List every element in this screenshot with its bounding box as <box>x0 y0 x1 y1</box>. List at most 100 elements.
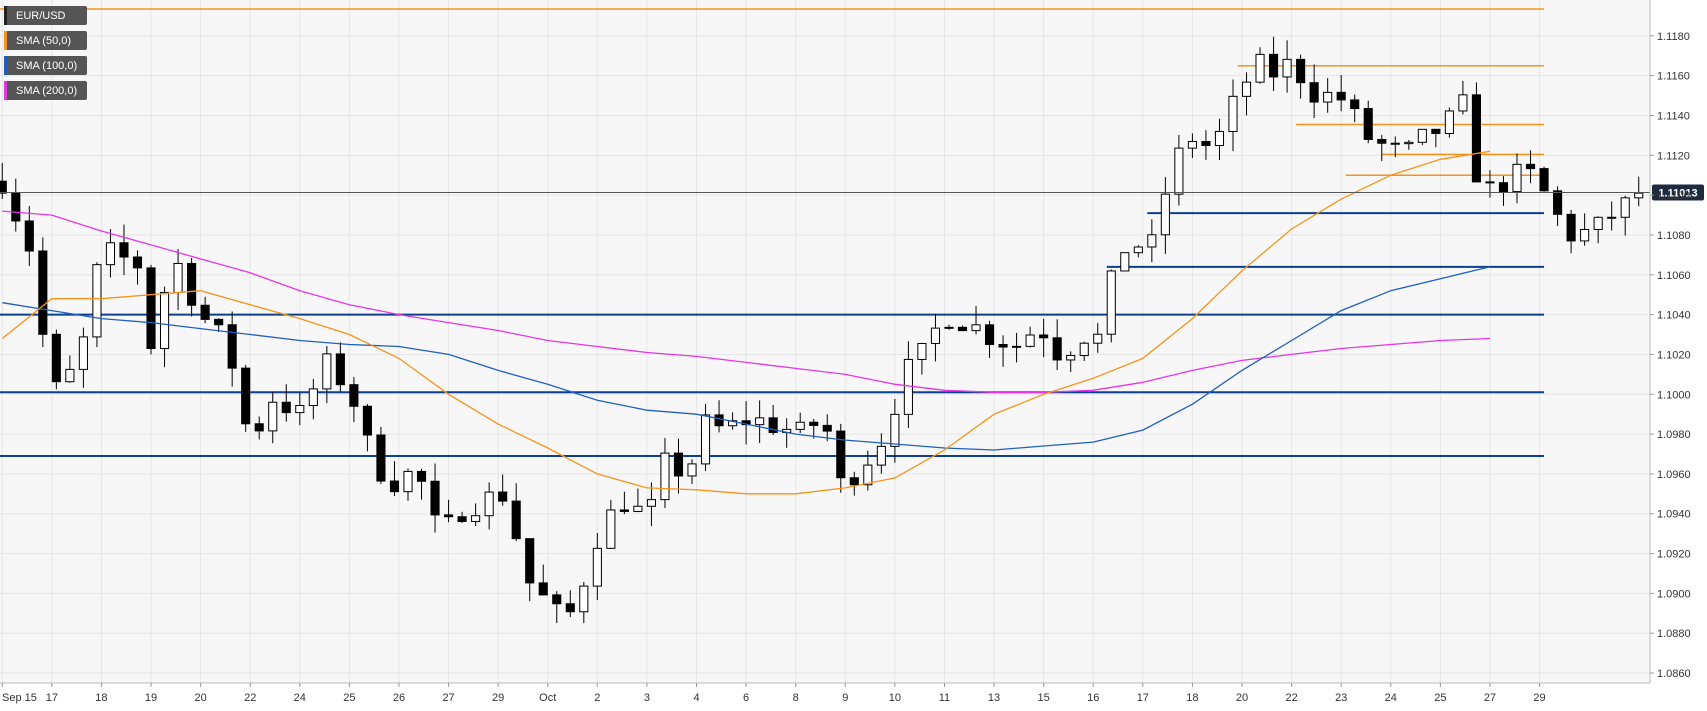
sma-100-line <box>2 266 1491 451</box>
candle-body <box>849 477 859 486</box>
y-tick-label: 1.0860 <box>1657 668 1691 680</box>
candle-body <box>1309 82 1319 103</box>
candle-body <box>1296 58 1306 84</box>
y-tick-label: 1.1080 <box>1657 230 1691 242</box>
x-tick-label: 19 <box>145 692 157 704</box>
candle-body <box>1458 94 1468 112</box>
candle-body <box>1620 197 1630 218</box>
candle-body <box>1634 192 1644 199</box>
candle-body <box>146 267 156 349</box>
candle-body <box>322 353 332 390</box>
candle-body <box>714 414 724 427</box>
x-tick-label: 27 <box>1484 692 1496 704</box>
candle-body <box>241 367 251 425</box>
candle-body <box>1228 95 1238 132</box>
candle-body <box>1066 355 1076 361</box>
candle-body <box>755 417 765 426</box>
candle-body <box>1607 216 1617 219</box>
legend-swatch <box>4 56 7 75</box>
candle-body <box>159 291 170 349</box>
x-tick-label: 24 <box>294 692 306 704</box>
candle-body <box>349 384 359 407</box>
x-tick-label: 13 <box>988 692 1000 704</box>
candle-body <box>971 324 981 332</box>
legend-swatch <box>4 31 7 50</box>
candle-body <box>646 499 656 507</box>
y-tick-label: 1.1180 <box>1657 31 1690 43</box>
candle-body <box>633 505 643 512</box>
x-tick-label: 16 <box>1087 692 1099 704</box>
candle-body <box>687 463 697 477</box>
x-tick-label: 17 <box>1137 692 1149 704</box>
legend-label: EUR/USD <box>16 10 66 22</box>
candle-body <box>1282 58 1292 78</box>
candle-body <box>1052 337 1062 361</box>
candle-body <box>606 509 616 549</box>
x-tick-label: 2 <box>594 692 600 704</box>
plot-background <box>0 0 1650 683</box>
candle-body <box>0 180 7 194</box>
candle-body <box>863 464 873 486</box>
candle-body <box>498 491 508 502</box>
sma-200-line <box>2 210 1491 393</box>
legend-label: SMA (200,0) <box>16 85 77 97</box>
candle-body <box>1174 147 1184 195</box>
candle-body <box>1377 138 1387 144</box>
legend-label: SMA (50,0) <box>16 35 71 47</box>
candle-body <box>1566 213 1576 242</box>
candle-body <box>1498 182 1509 193</box>
candle-body <box>457 516 467 522</box>
candle-body <box>525 538 535 584</box>
candle-body <box>1012 345 1022 348</box>
x-tick-label: 27 <box>442 692 454 704</box>
candle-body <box>1363 108 1373 140</box>
y-tick-label: 1.0980 <box>1657 429 1691 441</box>
candle-body <box>78 336 88 370</box>
x-tick-label: 22 <box>244 692 256 704</box>
y-tick-label: 1.0960 <box>1657 469 1691 481</box>
candle-body <box>1093 333 1103 344</box>
candle-body <box>552 594 562 605</box>
candle-body <box>1593 216 1603 230</box>
x-tick-label: 18 <box>95 692 107 704</box>
y-tick-label: 1.1040 <box>1657 310 1691 322</box>
current-price-label: 1.11013 <box>1658 188 1697 200</box>
candle-body <box>200 304 210 320</box>
candle-body <box>1417 128 1427 143</box>
candle-body <box>998 343 1008 348</box>
candle-body <box>1390 142 1400 145</box>
candle-body <box>619 509 629 512</box>
x-tick-label: 3 <box>644 692 650 704</box>
candle-body <box>1471 94 1481 183</box>
candle-body <box>700 414 711 465</box>
x-tick-label: 18 <box>1186 692 1198 704</box>
candle-body <box>1201 141 1211 146</box>
y-tick-label: 1.1060 <box>1657 270 1691 282</box>
x-tick-label: 29 <box>1533 692 1545 704</box>
legend-item <box>4 81 87 100</box>
candle-body <box>268 401 278 432</box>
candle-body <box>660 452 670 501</box>
candle-body <box>119 242 129 258</box>
candle-body <box>1525 163 1536 170</box>
x-tick-label: 22 <box>1285 692 1297 704</box>
y-tick-label: 1.0940 <box>1657 509 1691 521</box>
candle-body <box>930 327 941 344</box>
candle-body <box>579 585 589 613</box>
candle-body <box>1323 91 1333 103</box>
candle-body <box>1485 181 1495 184</box>
legend-label: SMA (100,0) <box>16 60 77 72</box>
candle-body <box>592 547 602 587</box>
axis-panel-right <box>1650 0 1707 711</box>
candle-body <box>1187 141 1197 149</box>
y-tick-label: 1.0880 <box>1657 628 1691 640</box>
x-tick-label: 25 <box>343 692 355 704</box>
x-tick-label: 17 <box>46 692 58 704</box>
candle-body <box>11 192 21 222</box>
current-price-badge <box>1652 184 1704 201</box>
candle-body <box>187 262 197 306</box>
candle-body <box>1444 110 1454 134</box>
candle-body <box>1255 53 1265 83</box>
